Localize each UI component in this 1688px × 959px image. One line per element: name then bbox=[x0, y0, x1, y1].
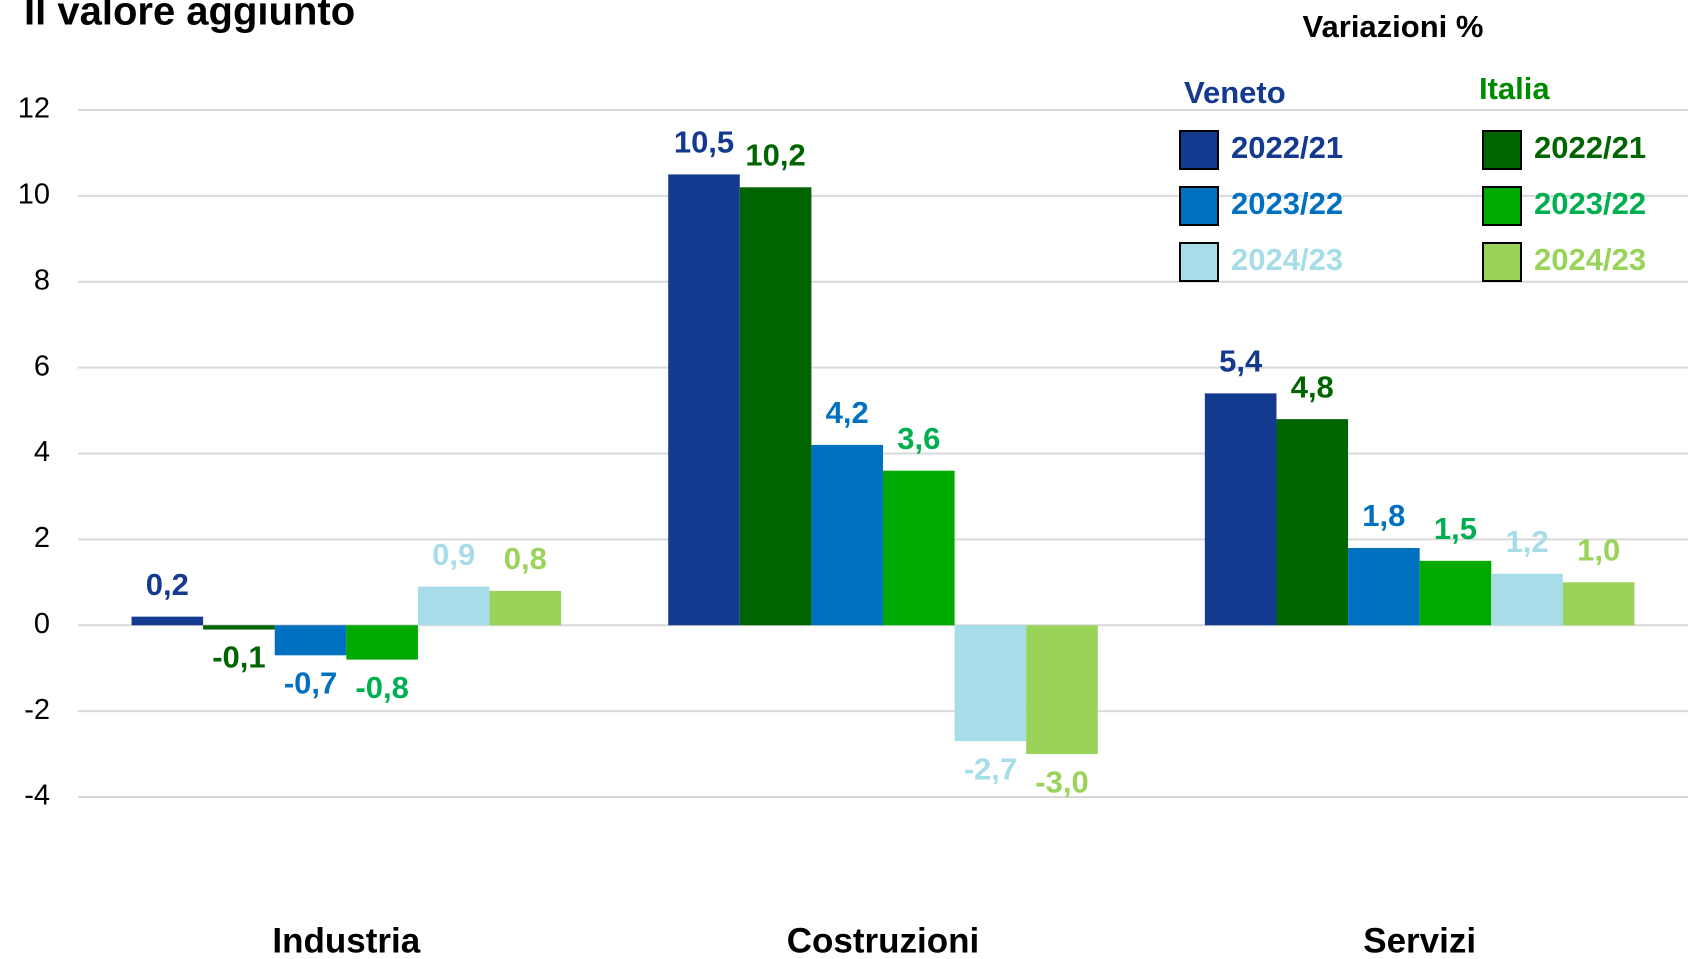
legend-swatch bbox=[1179, 186, 1219, 226]
data-label: -3,0 bbox=[1035, 764, 1088, 799]
bar bbox=[739, 187, 812, 626]
legend-group-title: Italia bbox=[1479, 71, 1550, 106]
legend-title: Variazioni % bbox=[1303, 9, 1484, 44]
data-label: -0,7 bbox=[284, 665, 337, 700]
data-label: 0,9 bbox=[432, 537, 475, 572]
data-label: 0,8 bbox=[504, 541, 547, 576]
legend-swatch bbox=[1179, 130, 1219, 170]
data-label: 4,2 bbox=[826, 395, 869, 430]
y-tick-label: 2 bbox=[34, 522, 50, 554]
y-tick-label: 4 bbox=[34, 436, 50, 468]
y-tick-label: 12 bbox=[18, 93, 50, 125]
y-tick-label: -2 bbox=[24, 694, 50, 726]
legend-label: 2024/23 bbox=[1231, 242, 1343, 277]
data-label: 1,2 bbox=[1506, 524, 1549, 559]
x-tick-label: Costruzioni bbox=[787, 921, 979, 959]
bar bbox=[1204, 393, 1277, 626]
data-label: 10,2 bbox=[745, 137, 805, 172]
legend-label: 2023/22 bbox=[1534, 186, 1646, 221]
bar bbox=[1348, 547, 1420, 626]
bar bbox=[346, 625, 418, 660]
legend-label: 2024/23 bbox=[1534, 242, 1646, 277]
bar bbox=[1491, 573, 1563, 626]
data-label: 0,2 bbox=[146, 567, 189, 602]
data-label: 1,5 bbox=[1434, 511, 1477, 546]
x-tick-label: Servizi bbox=[1363, 921, 1476, 959]
bar bbox=[1026, 625, 1098, 755]
chart-title: Il valore aggiunto bbox=[24, 0, 355, 34]
y-tick-label: 10 bbox=[18, 179, 50, 211]
data-label: 5,4 bbox=[1219, 344, 1263, 379]
legend-swatch bbox=[1482, 186, 1522, 226]
data-label: 1,8 bbox=[1362, 498, 1405, 533]
y-tick-label: 6 bbox=[34, 350, 50, 382]
legend-swatch bbox=[1179, 242, 1219, 282]
bar bbox=[954, 625, 1027, 742]
bar bbox=[668, 174, 740, 626]
legend-label: 2022/21 bbox=[1534, 130, 1646, 165]
bar bbox=[1419, 560, 1492, 626]
legend-swatch bbox=[1482, 242, 1522, 282]
bar bbox=[811, 444, 883, 626]
bar bbox=[417, 586, 490, 626]
bar bbox=[489, 590, 562, 626]
legend-label: 2023/22 bbox=[1231, 186, 1343, 221]
data-label: 3,6 bbox=[897, 421, 940, 456]
y-tick-label: 8 bbox=[34, 264, 50, 296]
legend-swatch bbox=[1482, 130, 1522, 170]
data-label: 1,0 bbox=[1577, 533, 1620, 568]
bar bbox=[1562, 582, 1635, 626]
y-tick-label: 0 bbox=[34, 608, 50, 640]
data-label: 4,8 bbox=[1291, 369, 1334, 404]
data-label: -2,7 bbox=[964, 751, 1017, 786]
legend-group-title: Veneto bbox=[1184, 75, 1286, 110]
bar bbox=[1276, 419, 1349, 626]
bar bbox=[131, 616, 204, 626]
bar bbox=[883, 470, 955, 626]
y-tick-label: -4 bbox=[24, 780, 50, 812]
bar bbox=[274, 625, 347, 656]
data-label: -0,8 bbox=[355, 670, 408, 705]
data-label: -0,1 bbox=[212, 640, 265, 675]
x-tick-label: Industria bbox=[272, 921, 420, 959]
legend-label: 2022/21 bbox=[1231, 130, 1343, 165]
data-label: 10,5 bbox=[674, 125, 734, 160]
bar bbox=[203, 625, 275, 630]
